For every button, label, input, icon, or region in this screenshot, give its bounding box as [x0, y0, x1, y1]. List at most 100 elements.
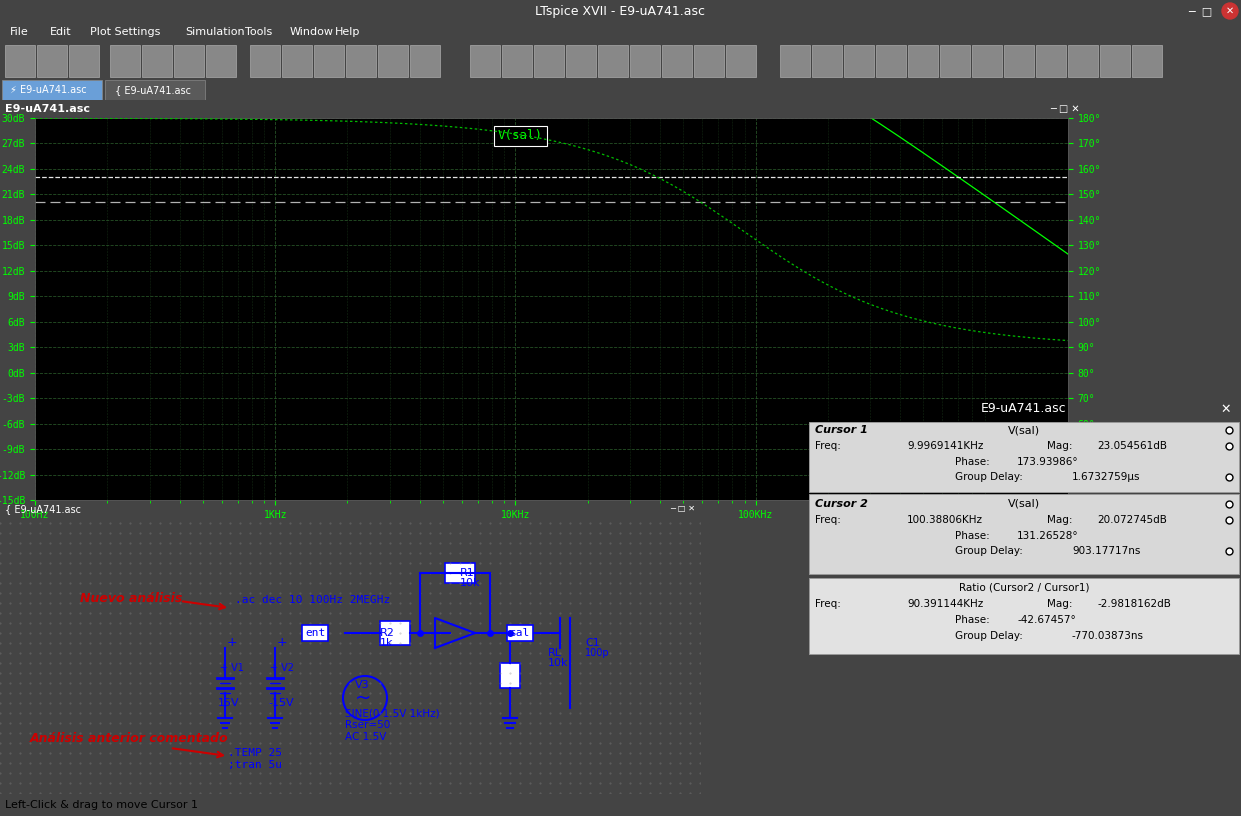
Text: Análisis anterior comentado: Análisis anterior comentado: [30, 731, 228, 744]
Text: E9-uA741.asc: E9-uA741.asc: [5, 104, 91, 114]
Text: Mag:: Mag:: [1047, 515, 1072, 525]
Bar: [566, 45, 596, 77]
Text: 20.072745dB: 20.072745dB: [1097, 515, 1167, 525]
Bar: [598, 45, 628, 77]
Text: Group Delay:: Group Delay:: [956, 546, 1023, 556]
Text: ent: ent: [305, 628, 325, 638]
Bar: [2, 80, 102, 100]
Bar: [809, 494, 1239, 574]
Text: Nuevo análisis: Nuevo análisis: [79, 592, 182, 605]
Text: ✕: ✕: [1221, 402, 1231, 415]
Bar: [314, 45, 344, 77]
Text: V(sal): V(sal): [1008, 499, 1040, 509]
Text: File: File: [10, 27, 29, 37]
Text: 10k: 10k: [460, 578, 480, 588]
Bar: [661, 45, 692, 77]
Text: V(sal): V(sal): [1008, 425, 1040, 435]
Text: -42.67457°: -42.67457°: [1018, 615, 1076, 625]
Text: Freq:: Freq:: [815, 515, 841, 525]
Bar: [105, 80, 205, 100]
Bar: [379, 45, 408, 77]
Text: -15V: -15V: [268, 698, 294, 708]
Text: C1: C1: [585, 638, 599, 648]
Text: 90.391144KHz: 90.391144KHz: [907, 599, 983, 609]
Bar: [972, 45, 1001, 77]
Text: SINE(0 1.5V 1kHz): SINE(0 1.5V 1kHz): [345, 708, 439, 718]
Bar: [346, 45, 376, 77]
Text: R2: R2: [380, 628, 395, 638]
Text: ✕: ✕: [1226, 6, 1234, 16]
Text: Rser=50: Rser=50: [345, 720, 390, 730]
Bar: [37, 45, 67, 77]
Text: Phase:: Phase:: [956, 531, 990, 541]
Text: -770.03873ns: -770.03873ns: [1072, 631, 1144, 641]
Text: + V2: + V2: [271, 663, 294, 673]
Bar: [1132, 45, 1162, 77]
Text: 23.054561dB: 23.054561dB: [1097, 441, 1167, 451]
Text: Mag:: Mag:: [1047, 441, 1072, 451]
Text: ~: ~: [355, 689, 371, 707]
Bar: [876, 45, 906, 77]
Text: ⚡ E9-uA741.asc: ⚡ E9-uA741.asc: [10, 85, 87, 95]
Bar: [69, 45, 99, 77]
Bar: [534, 45, 563, 77]
Text: Window: Window: [290, 27, 334, 37]
Text: 173.93986°: 173.93986°: [1018, 457, 1078, 467]
Text: Plot Settings: Plot Settings: [91, 27, 160, 37]
Text: AC 1.5V: AC 1.5V: [345, 732, 386, 742]
Bar: [1004, 45, 1034, 77]
Text: Mag:: Mag:: [1047, 599, 1072, 609]
Text: Cursor 2: Cursor 2: [815, 499, 867, 509]
Bar: [908, 45, 938, 77]
Text: ─ □ ✕: ─ □ ✕: [670, 504, 695, 513]
Text: { E9-uA741.asc: { E9-uA741.asc: [5, 504, 81, 514]
Bar: [380, 621, 410, 645]
Text: 100.38806KHz: 100.38806KHz: [907, 515, 983, 525]
Text: Edit: Edit: [50, 27, 72, 37]
Bar: [844, 45, 874, 77]
Bar: [470, 45, 500, 77]
Text: R1: R1: [460, 568, 475, 578]
Text: Phase:: Phase:: [956, 457, 990, 467]
Bar: [141, 45, 172, 77]
Text: .TEMP 25: .TEMP 25: [228, 748, 282, 758]
Bar: [630, 45, 660, 77]
Bar: [781, 45, 810, 77]
Bar: [1036, 45, 1066, 77]
Text: V(sal): V(sal): [498, 130, 544, 143]
Circle shape: [1222, 3, 1239, 19]
Text: Help: Help: [335, 27, 360, 37]
Text: 10k: 10k: [549, 658, 568, 668]
Bar: [110, 45, 140, 77]
Text: { E9-uA741.asc: { E9-uA741.asc: [115, 85, 191, 95]
Text: 15V: 15V: [218, 698, 240, 708]
Bar: [809, 422, 1239, 492]
Bar: [694, 45, 724, 77]
Text: Cursor 1: Cursor 1: [815, 425, 867, 435]
Text: +: +: [277, 636, 288, 650]
Text: V3: V3: [355, 680, 370, 690]
Text: Tools: Tools: [244, 27, 272, 37]
Bar: [809, 578, 1239, 654]
Text: Group Delay:: Group Delay:: [956, 472, 1023, 482]
Bar: [812, 45, 841, 77]
Text: 1.6732759μs: 1.6732759μs: [1072, 472, 1140, 482]
Text: Phase:: Phase:: [956, 615, 990, 625]
Bar: [500, 663, 520, 688]
Bar: [174, 45, 204, 77]
Bar: [206, 45, 236, 77]
Bar: [939, 45, 970, 77]
Bar: [282, 45, 311, 77]
Text: + V1: + V1: [220, 663, 244, 673]
Text: Left-Click & drag to move Cursor 1: Left-Click & drag to move Cursor 1: [5, 800, 199, 810]
Text: E9-uA741.asc: E9-uA741.asc: [982, 402, 1067, 415]
Text: RL: RL: [549, 648, 562, 658]
Text: sal: sal: [510, 628, 530, 638]
Text: LTspice XVII - E9-uA741.asc: LTspice XVII - E9-uA741.asc: [535, 5, 705, 17]
Text: .ac dec 10 100Hz 2MEGHz: .ac dec 10 100Hz 2MEGHz: [235, 595, 390, 605]
Bar: [726, 45, 756, 77]
Text: Group Delay:: Group Delay:: [956, 631, 1023, 641]
Text: Ratio (Cursor2 / Cursor1): Ratio (Cursor2 / Cursor1): [959, 583, 1090, 593]
Text: Freq:: Freq:: [815, 599, 841, 609]
Text: 131.26528°: 131.26528°: [1018, 531, 1078, 541]
